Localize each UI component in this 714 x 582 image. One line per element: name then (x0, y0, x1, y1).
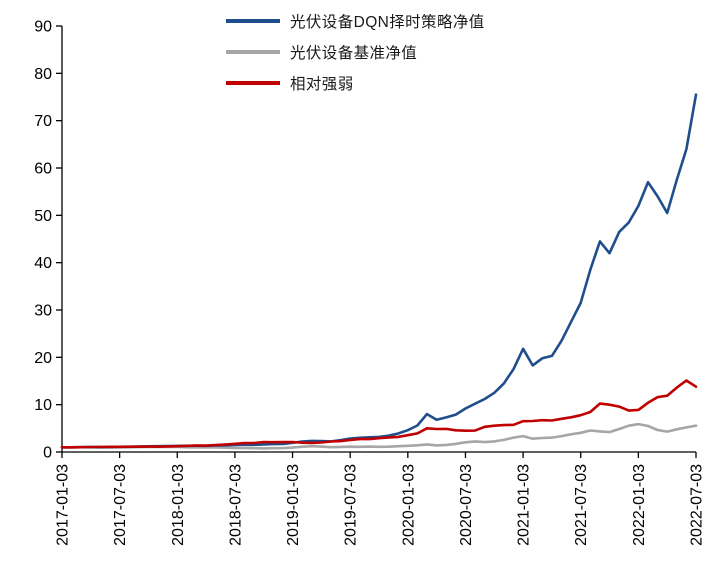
x-axis-label: 2020-07-03 (458, 464, 475, 546)
y-axis-label: 50 (34, 208, 52, 225)
legend-item-relative-strength: 相对强弱 (226, 72, 485, 94)
x-axis-label: 2017-01-03 (55, 464, 72, 546)
x-axis-label: 2022-07-03 (689, 464, 706, 546)
legend-label: 光伏设备基准净值 (290, 45, 418, 62)
x-axis-label: 2017-07-03 (112, 464, 129, 546)
legend-label: 光伏设备DQN择时策略净值 (290, 14, 485, 31)
y-axis-label: 60 (34, 161, 52, 178)
y-axis-label: 30 (34, 303, 52, 320)
x-axis-label: 2021-01-03 (516, 464, 533, 546)
x-axis-label: 2022-01-03 (631, 464, 648, 546)
y-axis-label: 80 (34, 66, 52, 83)
x-axis-label: 2020-01-03 (400, 464, 417, 546)
y-axis-label: 10 (34, 397, 52, 414)
y-axis-label: 70 (34, 113, 52, 130)
legend-label: 相对强弱 (290, 76, 354, 93)
legend-line-swatch-red (226, 81, 280, 85)
x-axis-label: 2021-07-03 (573, 464, 590, 546)
series-line-relative-strength (60, 379, 698, 449)
series-line-dqn-strategy (60, 93, 698, 449)
chart-legend: 光伏设备DQN择时策略净值 光伏设备基准净值 相对强弱 (226, 10, 485, 94)
y-axis-label: 40 (34, 255, 52, 272)
y-axis-label: 90 (34, 19, 52, 36)
x-axis-label: 2019-07-03 (343, 464, 360, 546)
y-axis-label: 0 (43, 445, 52, 462)
x-axis-label: 2018-01-03 (170, 464, 187, 546)
legend-item-dqn-strategy: 光伏设备DQN择时策略净值 (226, 10, 485, 32)
y-axis-label: 20 (34, 350, 52, 367)
legend-item-benchmark: 光伏设备基准净值 (226, 41, 485, 63)
legend-line-swatch-gray (226, 50, 280, 54)
x-axis-label: 2018-07-03 (227, 464, 244, 546)
legend-line-swatch-blue (226, 19, 280, 23)
x-axis-label: 2019-01-03 (285, 464, 302, 546)
